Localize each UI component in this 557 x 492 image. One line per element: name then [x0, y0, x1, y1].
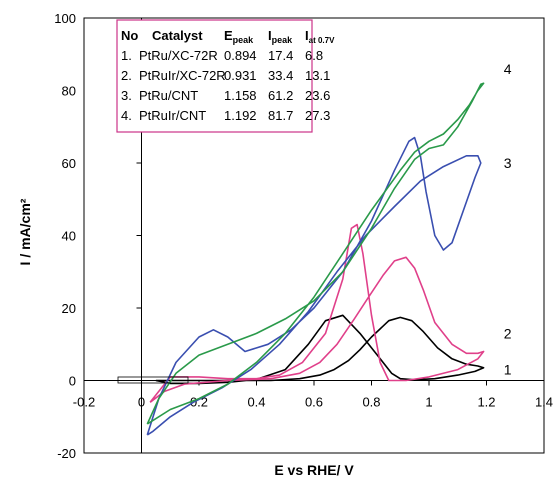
table-cell: PtRuIr/XC-72R [139, 68, 226, 83]
data-table-border [116, 19, 313, 133]
x-tick-label: 1.4 [535, 395, 553, 410]
x-tick-label: 0.2 [190, 395, 208, 410]
table-cell: 17.4 [268, 48, 293, 63]
table-cell: 2. [121, 68, 132, 83]
table-cell: 0.931 [224, 68, 257, 83]
ipeak-sub: peak [272, 35, 294, 45]
x-tick-label: 0 [138, 395, 145, 410]
table-header-epeak: Epeak [224, 28, 254, 45]
ipeak-main: I [268, 28, 272, 43]
table-cell: 27.3 [305, 108, 330, 123]
x-tick-label: 0.6 [305, 395, 323, 410]
table-header-iat: Iat 0.7V [305, 28, 335, 45]
table-header-no: No [121, 28, 138, 43]
x-tick-label: 1.2 [477, 395, 495, 410]
y-tick-label: 20 [62, 301, 76, 316]
table-cell: 1.192 [224, 108, 257, 123]
series-line-4 [146, 82, 485, 425]
series-layer: 1 2 3 4 [146, 61, 512, 436]
epeak-main: E [224, 28, 233, 43]
y-tick-label: 40 [62, 229, 76, 244]
series-label-4: 4 [504, 61, 512, 77]
iat-main: I [305, 28, 309, 43]
table-rows: 1. PtRu/XC-72R 0.894 17.4 6.8 2. PtRuIr/XC-72R… [121, 48, 330, 123]
y-ticks: -20 0 20 40 60 80 100 [54, 11, 142, 461]
table-cell: 3. [121, 88, 132, 103]
y-tick-label: 60 [62, 156, 76, 171]
y-tick-label: -20 [57, 446, 76, 461]
table-cell: 13.1 [305, 68, 330, 83]
x-tick-label: 1 [425, 395, 432, 410]
table-header-catalyst: Catalyst [152, 28, 203, 43]
x-tick-label: 0.4 [247, 395, 265, 410]
table-cell: 6.8 [305, 48, 323, 63]
table-cell: PtRu/XC-72R [139, 48, 218, 63]
y-axis-label: I / mA/cm² [17, 198, 33, 265]
table-cell: 81.7 [268, 108, 293, 123]
series-label-1: 1 [504, 362, 512, 378]
y-tick-label: 100 [54, 11, 76, 26]
table-cell: 4. [121, 108, 132, 123]
table-cell: 33.4 [268, 68, 293, 83]
inset-rectangle [117, 376, 189, 384]
y-tick-label: 0 [69, 374, 76, 389]
iat-sub: at 0.7V [309, 36, 335, 45]
y-tick-label: 80 [62, 84, 76, 99]
data-table: No Catalyst Epeak Ipeak Iat 0.7V 1. PtRu/… [116, 19, 335, 133]
x-axis-label: E vs RHE/ V [274, 462, 354, 478]
table-cell: 0.894 [224, 48, 257, 63]
table-cell: 1.158 [224, 88, 257, 103]
table-cell: 23.6 [305, 88, 330, 103]
series-line-1 [155, 314, 485, 385]
series-line-3 [146, 136, 482, 436]
table-cell: 61.2 [268, 88, 293, 103]
x-tick-label: -0.2 [73, 395, 95, 410]
series-label-3: 3 [504, 155, 512, 171]
table-header-ipeak: Ipeak [268, 28, 293, 45]
x-ticks: -0.2 0 0.2 0.4 0.6 0.8 1 1.2 1.4 [73, 380, 553, 410]
series-label-2: 2 [504, 325, 512, 341]
table-cell: PtRuIr/CNT [139, 108, 206, 123]
table-cell: PtRu/CNT [139, 88, 198, 103]
x-tick-label: 0.8 [362, 395, 380, 410]
plot-frame [83, 17, 545, 454]
series-line-2 [149, 223, 485, 403]
epeak-sub: peak [233, 35, 255, 45]
table-cell: 1. [121, 48, 132, 63]
